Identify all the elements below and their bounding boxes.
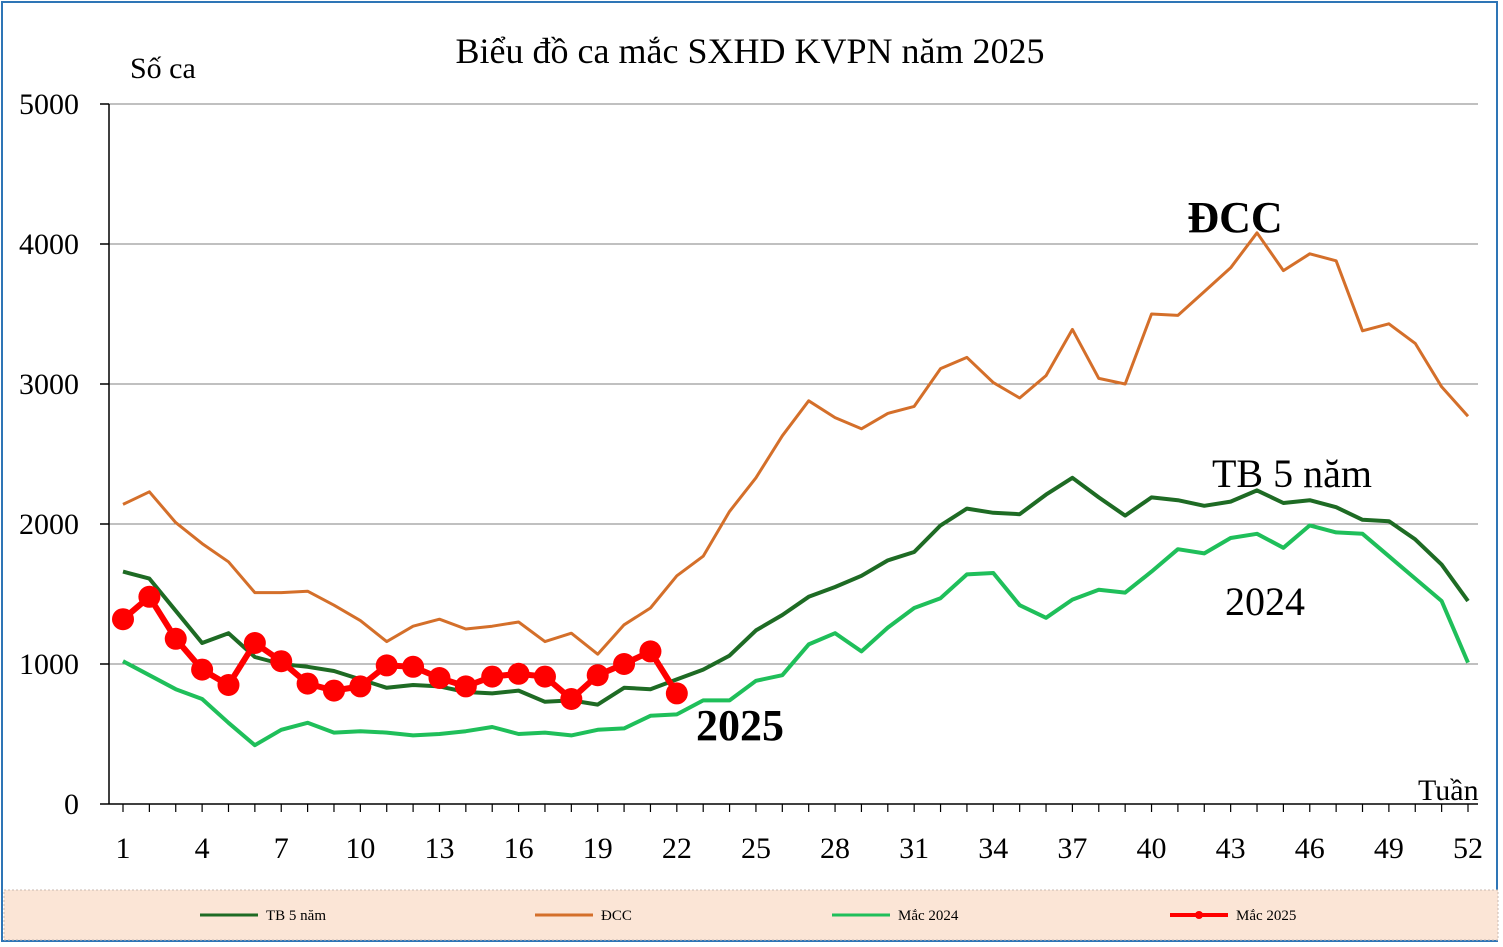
legend-label-2: Mắc 2024 <box>898 908 959 924</box>
x-tick-label-28: 28 <box>820 832 850 865</box>
point-2025-week-3 <box>164 627 187 650</box>
legend: TB 5 năm ĐCC Mắc 2024 Mắc 2025 <box>200 908 1296 924</box>
x-tick-label-4: 4 <box>195 832 210 865</box>
annotations: ĐCC TB 5 năm 2024 2025 <box>696 193 1372 750</box>
point-2025-week-18 <box>560 688 583 710</box>
series-line-3 <box>121 593 680 702</box>
annotation-2025: 2025 <box>696 701 784 750</box>
x-tick-label-52: 52 <box>1453 832 1483 865</box>
point-2025-week-12 <box>402 655 425 678</box>
point-2025-week-19 <box>586 664 609 687</box>
y-tick-label-5000: 5000 <box>19 88 79 121</box>
x-tick-label-13: 13 <box>424 832 454 865</box>
y-tick-label-2000: 2000 <box>19 508 79 541</box>
x-tick-label-34: 34 <box>978 832 1008 865</box>
annotation-tb5: TB 5 năm <box>1212 451 1372 496</box>
point-2025-week-13 <box>428 667 451 689</box>
point-2025-week-4 <box>191 658 214 681</box>
point-2025-week-10 <box>349 675 372 698</box>
x-tick-label-1: 1 <box>116 832 131 865</box>
annotation-2024: 2024 <box>1225 579 1305 624</box>
legend-label-1: ĐCC <box>601 908 632 924</box>
series-layer <box>112 231 1470 748</box>
x-axis-label: Tuần <box>1418 774 1479 807</box>
chart-title: Biểu đồ ca mắc SXHD KVPN năm 2025 <box>456 31 1045 71</box>
x-tick-label-19: 19 <box>583 832 613 865</box>
point-2025-week-22 <box>665 682 688 705</box>
axes: 0 1000 2000 3000 4000 5000 1 4 7 10 13 16 19 22 25 28 31… <box>19 88 1483 865</box>
point-2025-week-11 <box>375 654 398 677</box>
x-tick-label-10: 10 <box>345 832 375 865</box>
x-tick-label-7: 7 <box>274 832 289 865</box>
x-tick-label-31: 31 <box>899 832 929 865</box>
y-tick-label-4000: 4000 <box>19 228 79 261</box>
point-2025-week-17 <box>533 665 556 688</box>
point-2025-week-9 <box>322 679 345 702</box>
x-tick-label-40: 40 <box>1137 832 1167 865</box>
point-2025-week-20 <box>613 653 636 675</box>
y-axis-label: Số ca <box>130 52 196 85</box>
y-tick-label-0: 0 <box>64 788 79 821</box>
point-2025-week-15 <box>481 665 504 688</box>
point-2025-week-5 <box>217 674 240 696</box>
point-2025-week-16 <box>507 662 530 685</box>
x-tick-label-46: 46 <box>1295 832 1325 865</box>
legend-marker-2025 <box>1195 911 1203 919</box>
x-tick-label-49: 49 <box>1374 832 1404 865</box>
x-tick-label-22: 22 <box>662 832 692 865</box>
y-tick-label-1000: 1000 <box>19 648 79 681</box>
point-2025-week-6 <box>243 632 266 654</box>
y-tick-label-3000: 3000 <box>19 368 79 401</box>
point-2025-week-7 <box>270 650 293 673</box>
point-2025-week-8 <box>296 672 319 695</box>
x-tick-label-25: 25 <box>741 832 771 865</box>
series-line-1 <box>122 231 1470 656</box>
x-tick-label-16: 16 <box>504 832 534 865</box>
x-tick-label-37: 37 <box>1057 832 1087 865</box>
point-2025-week-2 <box>138 585 161 608</box>
x-tick-label-43: 43 <box>1216 832 1246 865</box>
legend-label-3: Mắc 2025 <box>1236 908 1296 924</box>
point-2025-week-1 <box>112 608 134 631</box>
point-2025-week-21 <box>639 640 662 663</box>
series-line-2 <box>122 523 1470 748</box>
legend-label-0: TB 5 năm <box>266 908 326 924</box>
series-line-0 <box>122 475 1470 707</box>
annotation-dcc: ĐCC <box>1187 193 1282 242</box>
point-2025-week-14 <box>454 675 477 698</box>
